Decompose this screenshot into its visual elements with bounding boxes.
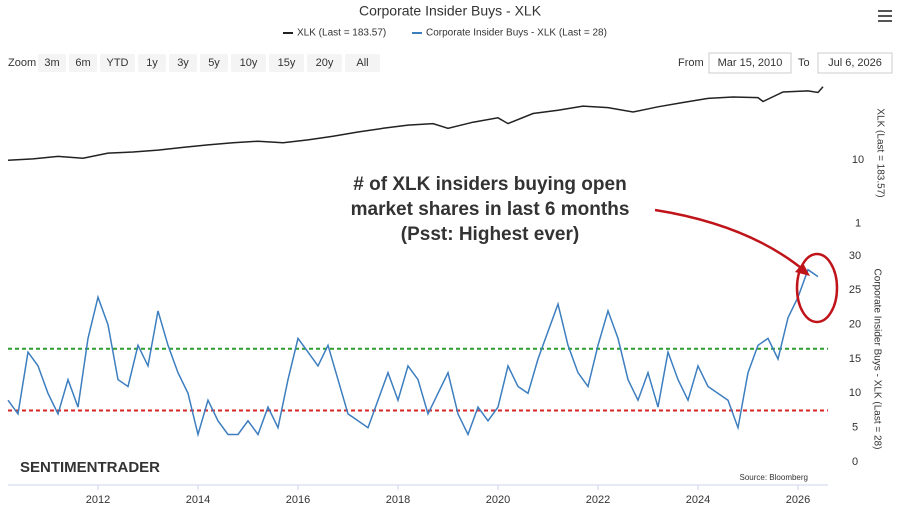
- x-tick-label: 2018: [386, 494, 410, 506]
- zoom-button[interactable]: All: [345, 54, 380, 72]
- menu-icon[interactable]: [878, 10, 892, 22]
- x-tick-label: 2016: [286, 494, 310, 506]
- legend-label: Corporate Insider Buys - XLK (Last = 28): [426, 28, 607, 39]
- from-date: Mar 15, 2010: [718, 57, 783, 69]
- legend-label: XLK (Last = 183.57): [297, 28, 386, 39]
- highlight-circle: [795, 252, 839, 324]
- zoom-button[interactable]: 1y: [138, 54, 166, 72]
- menu-bar: [878, 15, 892, 17]
- y-tick-label: 20: [849, 319, 861, 331]
- zoom-button[interactable]: 5y: [200, 54, 228, 72]
- x-tick-label: 2026: [786, 494, 810, 506]
- zoom-button-label: All: [356, 57, 368, 69]
- zoom-button[interactable]: 15y: [269, 54, 304, 72]
- to-label: To: [798, 57, 810, 69]
- zoom-button-bg: [231, 54, 266, 72]
- zoom-button-label: 5y: [208, 57, 220, 69]
- zoom-button-bg: [345, 54, 380, 72]
- y-tick-label: 15: [849, 353, 861, 365]
- y-tick-label: 30: [849, 250, 861, 262]
- zoom-button-label: 1y: [146, 57, 158, 69]
- x-tick-label: 2014: [186, 494, 210, 506]
- zoom-button[interactable]: 6m: [69, 54, 97, 72]
- x-tick-label: 2024: [686, 494, 710, 506]
- to-input[interactable]: [817, 52, 893, 74]
- zoom-button-bg: [138, 54, 166, 72]
- zoom-button[interactable]: YTD: [100, 54, 135, 72]
- y-tick-label: 0: [852, 456, 858, 468]
- from-label: From: [678, 57, 704, 69]
- zoom-button-label: 20y: [316, 57, 334, 69]
- annotation: (Psst: Highest ever): [401, 224, 579, 245]
- zoom-button-bg: [200, 54, 228, 72]
- data-line: [7, 86, 824, 162]
- zoom-button-bg: [100, 54, 135, 72]
- annotation: market shares in last 6 months: [351, 199, 630, 220]
- x-tick-label: 2012: [86, 494, 110, 506]
- zoom-button-label: 10y: [240, 57, 258, 69]
- zoom-button[interactable]: 10y: [231, 54, 266, 72]
- zoom-button-label: 15y: [278, 57, 296, 69]
- annotation-arrow: [654, 208, 807, 273]
- annotation: # of XLK insiders buying open: [353, 174, 626, 195]
- zoom-button[interactable]: 3y: [169, 54, 197, 72]
- zoom-button-bg: [269, 54, 304, 72]
- zoom-button[interactable]: 20y: [307, 54, 342, 72]
- y-tick-label: 10: [849, 387, 861, 399]
- data-line: [7, 268, 819, 438]
- y-tick-label: 5: [852, 422, 858, 434]
- chart-title: Corporate Insider Buys - XLK: [359, 3, 542, 19]
- watermark: SENTIMENTRADER: [20, 459, 160, 476]
- zoom-button-bg: [169, 54, 197, 72]
- x-tick-label: 2020: [486, 494, 510, 506]
- to-date: Jul 6, 2026: [828, 57, 882, 69]
- y-tick-label: 1: [855, 217, 861, 229]
- zoom-button-label: 3m: [44, 57, 59, 69]
- x-tick-label: 2022: [586, 494, 610, 506]
- zoom-button-label: YTD: [107, 57, 129, 69]
- axis-title: Corporate Insider Buys - XLK (Last = 28): [871, 269, 882, 450]
- y-tick-label: 10: [852, 154, 864, 166]
- from-input[interactable]: [708, 52, 792, 74]
- zoom-button-bg: [307, 54, 342, 72]
- axis-title: XLK (Last = 183.57): [874, 108, 885, 197]
- y-tick-label: 25: [849, 284, 861, 296]
- zoom-button-label: 6m: [75, 57, 90, 69]
- menu-bar: [878, 10, 892, 12]
- zoom-label: Zoom: [8, 57, 36, 69]
- zoom-button-bg: [38, 54, 66, 72]
- zoom-button-bg: [69, 54, 97, 72]
- zoom-button[interactable]: 3m: [38, 54, 66, 72]
- zoom-button-label: 3y: [177, 57, 189, 69]
- menu-bar: [878, 20, 892, 22]
- source: Source: Bloomberg: [740, 473, 808, 482]
